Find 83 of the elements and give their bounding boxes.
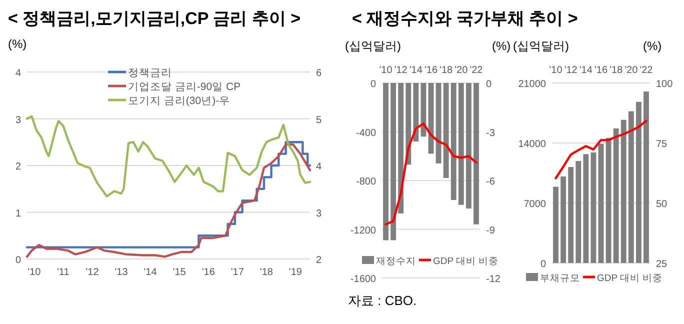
line-series (26, 115, 312, 198)
x-tick-label: '12 (394, 65, 408, 76)
legend-label: GDP 대비 비중 (433, 256, 499, 267)
y2-tick-label: 6 (316, 68, 322, 79)
bar (628, 111, 634, 263)
y-tick-label: 0 (540, 259, 546, 270)
x-tick-label: '18 (610, 65, 624, 76)
y2-tick-label: 3 (316, 208, 322, 220)
x-tick-label: '18 (440, 65, 454, 76)
bar (613, 128, 619, 263)
x-tick-label: '16 (424, 65, 438, 76)
x-tick-label: '10 (28, 267, 42, 278)
text: 자료 : CBO. (348, 293, 417, 308)
y2-tick-label: 4 (316, 162, 322, 172)
y-tick-label: 0 (370, 79, 376, 90)
x-tick-label: '12 (564, 65, 578, 76)
bar (606, 138, 612, 263)
y-tick-label: 1 (15, 208, 22, 220)
bar (568, 167, 574, 263)
bar (560, 176, 566, 263)
x-tick-label: '14 (144, 267, 158, 278)
y-tick-label: 0 (15, 255, 22, 266)
bar (636, 102, 642, 263)
x-tick-label: '22 (640, 65, 654, 76)
y-tick-label: 3 (15, 114, 22, 126)
y2-tick-label: 50 (656, 199, 668, 210)
x-tick-label: '13 (114, 267, 128, 278)
legend-label: 재정수지 (376, 256, 416, 267)
y-tick-label: 7000 (524, 199, 546, 210)
y-tick-label: 14000 (518, 139, 546, 150)
y-tick-label: 2 (15, 162, 22, 172)
bar (620, 120, 626, 263)
bar (598, 144, 604, 263)
legend-label: 기업조달 금리-90일 CP (128, 81, 241, 93)
x-tick-label: '14 (409, 65, 423, 76)
x-tick-label: '10 (379, 65, 393, 76)
y2-tick-label: -6 (486, 176, 496, 188)
x-tick-label: '20 (624, 65, 638, 76)
y2-tick-label: -12 (486, 274, 501, 285)
chart-title: < 재정수지와 국가부채 추이 > (352, 9, 578, 28)
x-tick-label: '12 (86, 267, 100, 278)
legend-label: 부채규모 (540, 273, 580, 284)
legend-label: 모기지 금리(30년)-우 (128, 95, 230, 107)
x-tick-label: '22 (470, 65, 484, 76)
line-series (384, 122, 478, 226)
y2-tick-label: -9 (486, 225, 496, 236)
y-axis-title: (십억달러) (345, 39, 401, 53)
chart-title: < 정책금리,모기지금리,CP 금리 추이 > (8, 9, 301, 28)
bar (553, 186, 558, 263)
x-tick-label: '16 (202, 267, 216, 278)
x-tick-label: '19 (288, 267, 302, 278)
y2-tick-label: 25 (656, 259, 668, 270)
x-tick-label: '10 (549, 65, 563, 76)
y-tick-label: 21000 (518, 79, 546, 90)
y-axis-title: (%) (8, 37, 27, 51)
y2-axis-title: (%) (492, 39, 511, 53)
y-tick-label: -800 (356, 176, 376, 188)
x-tick-label: '18 (260, 267, 274, 278)
y2-tick-label: 100 (656, 79, 674, 90)
y-tick-label: 4 (15, 68, 22, 79)
y-axis-title: (십억달러) (513, 39, 569, 53)
y2-tick-label: 2 (316, 255, 322, 266)
legend-label: GDP 대비 비중 (597, 273, 663, 284)
bar (644, 92, 649, 263)
y-tick-label: -1200 (350, 225, 376, 236)
y2-tick-label: 0 (486, 79, 492, 90)
bar (583, 154, 589, 263)
x-tick-label: '15 (172, 267, 186, 278)
x-tick-label: '11 (57, 267, 70, 278)
y2-tick-label: -3 (486, 128, 496, 139)
x-tick-label: '16 (594, 65, 608, 76)
x-tick-label: '17 (230, 267, 244, 278)
y2-axis-title: (%) (643, 39, 662, 53)
y2-tick-label: 5 (316, 114, 322, 126)
bar (590, 152, 596, 263)
x-tick-label: '14 (579, 65, 593, 76)
x-tick-label: '20 (454, 65, 468, 76)
line-series (554, 120, 648, 180)
legend-label: 정책금리 (128, 67, 172, 79)
bar (576, 161, 582, 263)
y-tick-label: -400 (356, 128, 376, 139)
y-tick-label: -1600 (350, 274, 376, 285)
y2-tick-label: 75 (656, 139, 668, 150)
